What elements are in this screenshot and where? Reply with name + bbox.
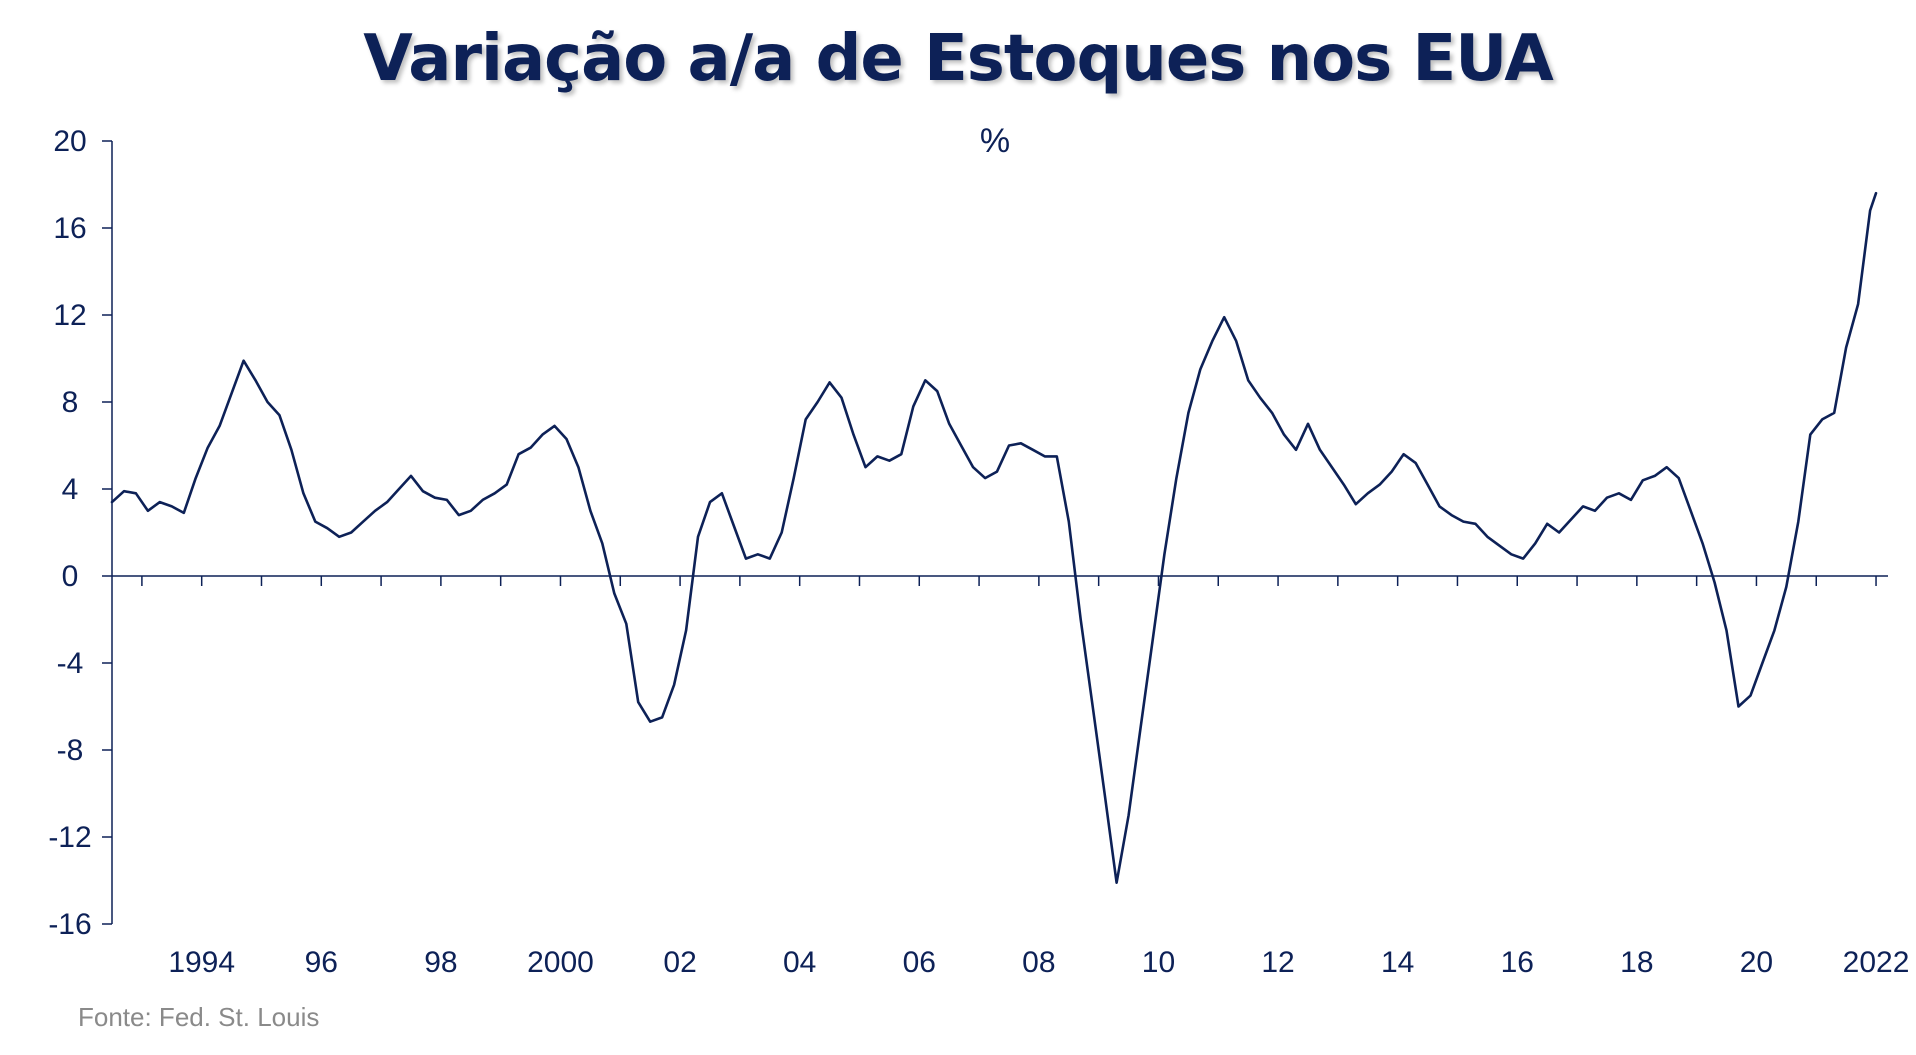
axes bbox=[111, 141, 1888, 924]
x-tick-label: 08 bbox=[1022, 946, 1055, 979]
x-tick-label: 16 bbox=[1501, 946, 1534, 979]
x-axis-ticks: 1994 96 98 2000 02 04 06 08 10 12 14 16 18 20 2022 bbox=[141, 576, 1910, 979]
plot-area bbox=[110, 191, 1878, 884]
x-tick-label: 02 bbox=[663, 946, 696, 979]
x-tick-label: 04 bbox=[783, 946, 816, 979]
y-tick-label: -8 bbox=[57, 734, 84, 767]
y-tick-label: 16 bbox=[53, 212, 86, 245]
y-tick-label: 8 bbox=[62, 386, 79, 419]
x-tick-label: 96 bbox=[305, 946, 338, 979]
x-tick-label: 18 bbox=[1620, 946, 1653, 979]
x-tick-label: 12 bbox=[1261, 946, 1294, 979]
y-tick-label: 12 bbox=[53, 299, 86, 332]
x-tick-label: 14 bbox=[1381, 946, 1414, 979]
y-tick-label: -12 bbox=[48, 821, 91, 854]
x-tick-label: 20 bbox=[1740, 946, 1773, 979]
x-tick-label: 10 bbox=[1142, 946, 1175, 979]
y-tick-label: 0 bbox=[62, 560, 79, 593]
x-tick-label: 2022 bbox=[1843, 946, 1910, 979]
unit-label: % bbox=[979, 122, 1011, 160]
y-tick-label: 20 bbox=[53, 125, 86, 158]
x-tick-label: 06 bbox=[903, 946, 936, 979]
chart-title: Variação a/a de Estoques nos EUA bbox=[363, 22, 1554, 96]
x-tick-label: 2000 bbox=[527, 946, 594, 979]
y-tick-label: -4 bbox=[57, 647, 84, 680]
x-tick-label: 1994 bbox=[168, 946, 235, 979]
x-tick-label: 98 bbox=[424, 946, 457, 979]
y-tick-label: 4 bbox=[62, 473, 79, 506]
y-axis-ticks: 20 16 12 8 4 0 -4 -8 -12 -16 bbox=[48, 125, 112, 941]
series-line bbox=[110, 191, 1878, 884]
source-note: Fonte: Fed. St. Louis bbox=[78, 1002, 320, 1032]
y-tick-label: -16 bbox=[48, 908, 91, 941]
